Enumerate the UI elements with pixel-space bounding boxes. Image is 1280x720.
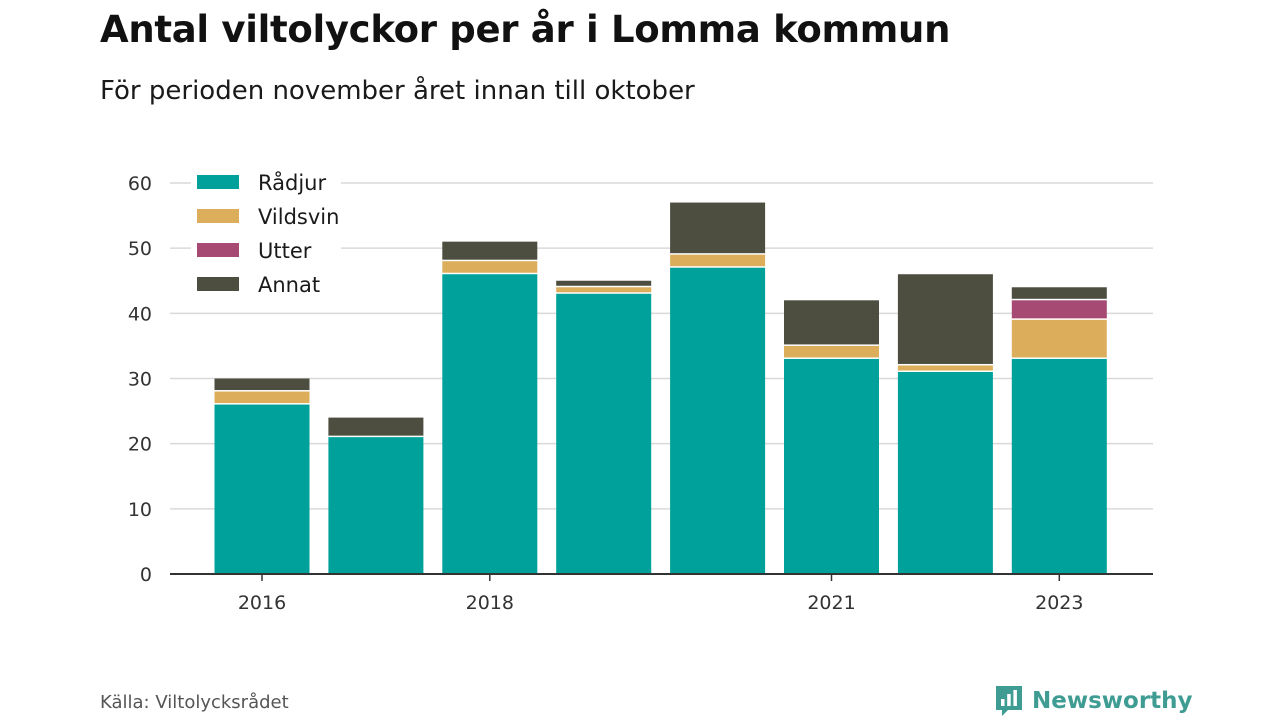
bar-segment-annat xyxy=(1011,287,1107,299)
bar-segment-annat xyxy=(328,417,424,436)
bar-segment-vildsvin xyxy=(784,345,879,358)
brand-logo: Newsworthy xyxy=(994,684,1193,718)
bar-segment-rådjur xyxy=(784,358,879,574)
legend-label: Utter xyxy=(258,239,312,263)
legend-swatch-annat xyxy=(197,277,239,291)
bar-segment-annat xyxy=(784,300,879,345)
source-note: Källa: Viltolycksrådet xyxy=(100,692,289,713)
legend-label: Rådjur xyxy=(258,170,326,195)
legend-label: Annat xyxy=(258,273,320,297)
brand-name: Newsworthy xyxy=(1032,688,1193,714)
y-tick-label: 40 xyxy=(128,303,152,325)
chart-title: Antal viltolyckor per år i Lomma kommun xyxy=(100,8,951,51)
bar-segment-rådjur xyxy=(214,404,310,574)
legend-swatch-vildsvin xyxy=(197,209,239,223)
bar-segment-utter xyxy=(1011,300,1107,319)
y-tick-label: 20 xyxy=(128,434,152,456)
chart-subtitle: För perioden november året innan till ok… xyxy=(100,76,695,106)
y-tick-label: 50 xyxy=(128,238,152,260)
bar-segment-rådjur xyxy=(897,371,993,574)
legend-swatch-rådjur xyxy=(197,175,239,189)
y-tick-label: 60 xyxy=(128,173,152,195)
bar-segment-rådjur xyxy=(442,274,538,574)
bar-segment-rådjur xyxy=(670,267,766,574)
x-tick-label: 2016 xyxy=(238,592,286,614)
legend-label: Vildsvin xyxy=(258,205,339,229)
bar-segment-annat xyxy=(897,274,993,364)
bar-segment-vildsvin xyxy=(556,287,652,293)
bar-segment-vildsvin xyxy=(897,365,993,371)
x-tick-label: 2021 xyxy=(807,592,855,614)
bar-segment-annat xyxy=(670,202,766,254)
newsworthy-logo-icon xyxy=(996,686,1022,716)
bar-segment-rådjur xyxy=(1011,358,1107,574)
y-tick-label: 0 xyxy=(140,564,152,586)
y-tick-label: 30 xyxy=(128,369,152,391)
bar-segment-annat xyxy=(556,280,652,286)
x-tick-label: 2018 xyxy=(466,592,514,614)
legend-swatch-utter xyxy=(197,243,239,257)
bar-segment-annat xyxy=(442,241,538,260)
bar-segment-vildsvin xyxy=(1011,319,1107,358)
bar-segment-annat xyxy=(214,378,310,391)
bar-segment-vildsvin xyxy=(442,261,538,273)
bar-segment-rådjur xyxy=(556,293,652,574)
bar-segment-vildsvin xyxy=(670,254,766,267)
y-tick-label: 10 xyxy=(128,499,152,521)
bar-segment-rådjur xyxy=(328,437,424,574)
bar-segment-vildsvin xyxy=(214,391,310,404)
x-tick-label: 2023 xyxy=(1035,592,1083,614)
